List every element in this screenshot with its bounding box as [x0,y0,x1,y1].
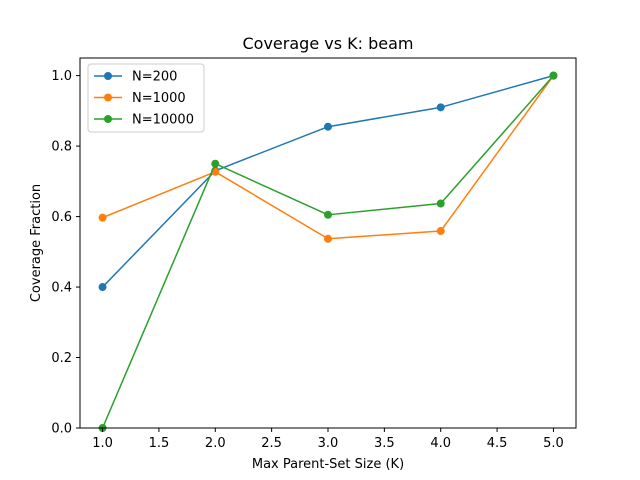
data-point [98,213,107,222]
series-n-10000 [98,71,558,432]
data-point [324,234,332,243]
data-point [324,210,332,219]
x-axis: 1.0 1.5 2.0 2.5 3.0 3.5 4.0 4.5 5.0 [92,428,564,451]
x-tick-label: 3.0 [318,436,339,451]
x-tick-label: 2.0 [205,436,226,451]
legend: N=200 N=1000 N=10000 [87,63,205,133]
x-tick-label: 5.0 [543,436,564,451]
chart-title: Coverage vs K: beam [243,34,414,53]
data-point [436,227,445,236]
y-tick-label: 1.0 [51,69,72,84]
y-tick-label: 0.6 [51,210,72,225]
y-tick-label: 0.4 [51,281,72,296]
legend-label: N=200 [132,70,177,85]
x-tick-label: 3.5 [374,436,395,451]
data-point [549,71,558,80]
data-point [324,122,332,131]
data-point [436,103,445,112]
legend-box [87,63,205,133]
x-tick-label: 4.5 [487,436,508,451]
x-tick-label: 4.0 [430,436,451,451]
x-tick-label: 1.0 [92,436,113,451]
y-axis-label: Coverage Fraction [29,184,44,302]
legend-entries: N=200 N=1000 N=10000 [94,70,194,128]
legend-marker [104,72,112,80]
y-axis: 0.0 0.2 0.4 0.6 0.8 1.0 [51,69,80,437]
legend-marker [104,93,112,102]
x-tick-label: 1.5 [149,436,170,451]
x-tick-label: 2.5 [261,436,282,451]
data-point [436,199,445,208]
series-layer [98,71,558,432]
y-tick-label: 0.2 [51,351,72,366]
data-point [98,283,107,292]
y-tick-label: 0.0 [51,422,72,437]
data-point [211,159,220,168]
legend-marker [104,115,112,123]
plot-area [79,57,577,432]
x-axis-label: Max Parent-Set Size (K) [252,457,404,472]
legend-label: N=1000 [132,91,186,106]
legend-label: N=10000 [132,113,194,128]
y-tick-label: 0.8 [51,140,72,155]
